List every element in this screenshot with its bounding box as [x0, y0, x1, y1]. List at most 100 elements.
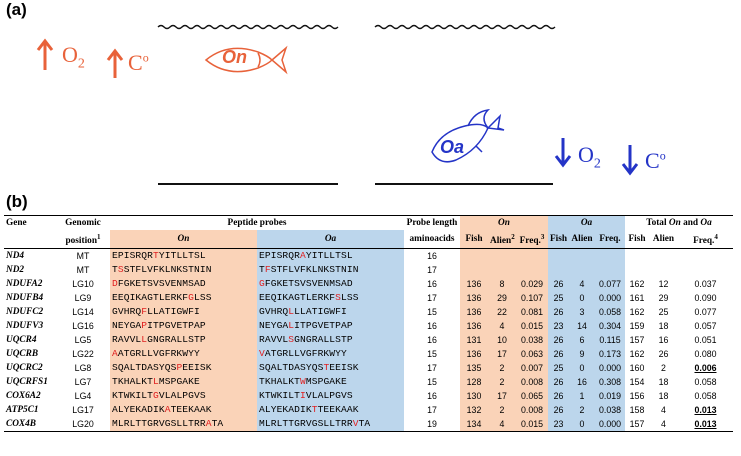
- probe-length: 17: [427, 293, 437, 304]
- oa-freq: 0.173: [595, 347, 625, 362]
- panel-a-drawing: [36, 24, 639, 185]
- oa-freq: 0.000: [595, 361, 625, 376]
- on-probe-sequence: GVHRQFLLATIGWFI: [110, 305, 257, 320]
- gene-name: ATP5C1: [6, 405, 39, 416]
- on-probe-sequence: SQALTDASYQSPEEISK: [110, 361, 257, 376]
- total-alien: 29: [658, 293, 669, 304]
- oa-probe-sequence: TKHALKTWMSPGAKE: [257, 375, 404, 390]
- genomic-position: LG20: [56, 417, 110, 433]
- on-probe-sequence: NEYGAPITPGVETPAP: [110, 319, 257, 334]
- mutation-residue: L: [288, 306, 295, 318]
- mutation-residue: W: [300, 376, 306, 388]
- col-position: position1: [56, 230, 110, 250]
- on-fish: 134: [460, 417, 488, 433]
- oa-freq: [595, 263, 625, 278]
- gene-name: ND2: [6, 265, 25, 276]
- col-group-oa: Oa: [548, 215, 625, 230]
- oa-fish: 26: [548, 305, 569, 320]
- fish-oa-label: Oa: [440, 137, 465, 157]
- oa-alien: 4: [569, 277, 595, 292]
- total-fish: 158: [629, 405, 645, 416]
- total-freq: 0.058: [694, 377, 717, 388]
- water-surface-right: [374, 24, 556, 30]
- table-row: UQCRB LG22 AATGRLLVGFRKWYY VATGRLLVGFRKWYY 1…: [4, 347, 733, 362]
- oa-probe-sequence: GVHRQLLLATIGWFI: [257, 305, 404, 320]
- table-body: ND4 MT EPISRQRTYITLLTSL EPISRQRAYITLLTSL 16 N…: [4, 248, 733, 433]
- on-alien: 2: [488, 403, 516, 418]
- on-freq: 0.008: [516, 403, 548, 418]
- on-freq: 0.063: [516, 347, 548, 362]
- table-row: UQCRFS1 LG7 TKHALKTLMSPGAKE TKHALKTWMSPGAKE…: [4, 375, 733, 390]
- total-freq: 0.057: [694, 321, 717, 332]
- oa-fish: 26: [548, 277, 569, 292]
- mutation-residue: A: [164, 404, 171, 416]
- on-fish: 136: [460, 305, 488, 320]
- on-freq: [516, 263, 548, 278]
- probe-length: 16: [427, 321, 437, 332]
- on-alien: 2: [488, 361, 516, 376]
- gene-name: NDUFV3: [6, 321, 44, 332]
- on-freq: 0.107: [516, 291, 548, 306]
- oa-probe-sequence: MLRLTTGRVGSLLTRRVTA: [257, 417, 404, 433]
- on-freq: 0.015: [516, 319, 548, 334]
- total-alien: 18: [658, 391, 669, 402]
- on-freq: 0.007: [516, 361, 548, 376]
- oa-fish: [548, 248, 569, 264]
- oa-freq: 0.308: [595, 375, 625, 390]
- genomic-position: LG22: [72, 349, 94, 360]
- genomic-position: LG5: [74, 335, 92, 346]
- on-alien: 17: [488, 389, 516, 404]
- gene-name: NDUFB4: [6, 293, 44, 304]
- genomic-position: MT: [76, 251, 90, 262]
- mutation-residue: S: [335, 292, 342, 304]
- table-row: ATP5C1 LG17 ALYEKADIKATEEKAAK ALYEKADIKTTEE…: [4, 403, 733, 418]
- mutation-residue: S: [288, 334, 295, 346]
- genomic-position: LG4: [74, 391, 92, 402]
- on-freq: 0.065: [516, 389, 548, 404]
- genomic-position: LG16: [72, 321, 94, 332]
- mutation-residue: T: [311, 404, 318, 416]
- total-alien: 18: [658, 377, 669, 388]
- oa-probe-sequence: EEQIKAGTLERKFSLSS: [257, 291, 404, 306]
- total-alien: [649, 263, 678, 277]
- oa-alien: 16: [569, 375, 595, 390]
- total-fish: 154: [629, 377, 645, 388]
- mutation-residue: G: [153, 390, 159, 402]
- oa-alien: 2: [569, 403, 595, 418]
- gene-name: UQCR4: [6, 335, 37, 346]
- on-probe-sequence: EPISRQRTYITLLTSL: [110, 248, 257, 264]
- probe-length: 15: [427, 377, 437, 388]
- up-arrow-o2-icon: [36, 38, 54, 70]
- on-freq: [516, 248, 548, 264]
- oa-fish: 23: [548, 319, 569, 334]
- total-fish: 159: [629, 321, 645, 332]
- gene-name: NDUFC2: [6, 307, 44, 318]
- col-total-freq: Freq.4: [678, 230, 733, 250]
- oa-probe-sequence: GFGKETSVSVENMSAD: [257, 277, 404, 292]
- total-fish: 157: [625, 417, 649, 433]
- mutation-residue: L: [288, 320, 295, 332]
- oa-alien: 0: [569, 361, 595, 376]
- gene-name: COX4B: [4, 417, 56, 433]
- mutation-residue: F: [141, 306, 148, 318]
- total-freq: 0.051: [694, 335, 717, 346]
- on-alien: 2: [488, 375, 516, 390]
- col-on-probe: On: [110, 230, 257, 250]
- on-probe-sequence: MLRLTTGRVGSLLTRRATA: [110, 417, 257, 433]
- gene-name: UQCRFS1: [6, 377, 48, 388]
- oa-probe-sequence: EPISRQRAYITLLTSL: [257, 248, 404, 264]
- genomic-position: LG17: [72, 405, 94, 416]
- oa-fish: [548, 263, 569, 278]
- table-row: COX6A2 LG4 KTWKILTGVLALPGVS KTWKILTIVLALPGV…: [4, 389, 733, 404]
- mutation-residue: T: [153, 250, 159, 262]
- fish-on-label: On: [222, 47, 247, 67]
- gene-name: ND4: [6, 251, 25, 262]
- table-row: NDUFB4 LG9 EEQIKAGTLERKFGLSS EEQIKAGTLERKFS…: [4, 291, 733, 306]
- col-gene: Gene: [4, 215, 56, 230]
- col-genomic: Genomic: [56, 215, 110, 230]
- water-surface-left: [157, 24, 339, 30]
- fish-oa-icon: [431, 108, 505, 163]
- genomic-position: MT: [76, 265, 90, 276]
- on-freq: 0.015: [516, 417, 548, 433]
- oa-freq: 0.304: [595, 319, 625, 334]
